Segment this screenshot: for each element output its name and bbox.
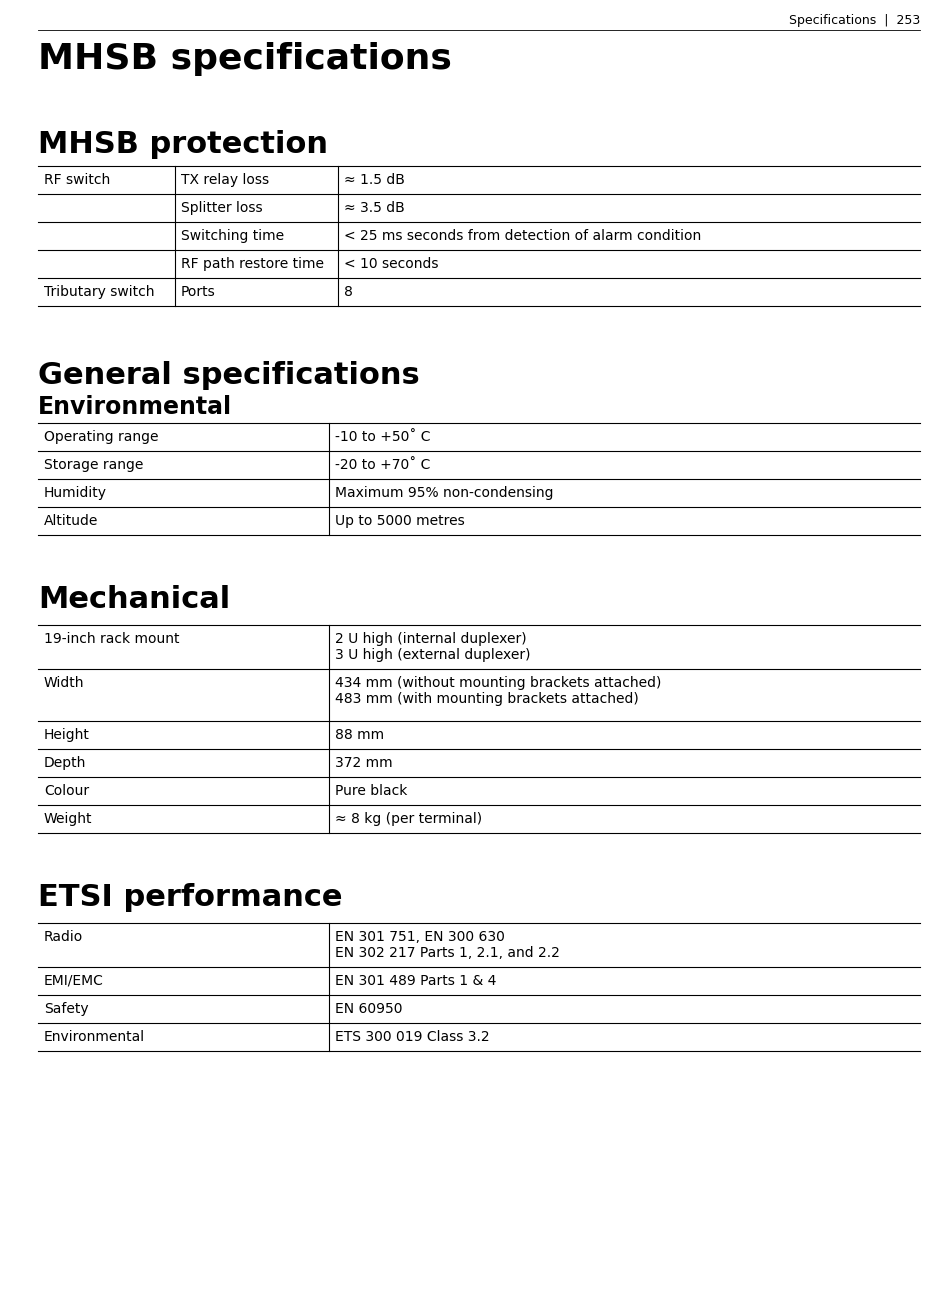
Text: 8: 8 [344,285,353,300]
Text: 19-inch rack mount: 19-inch rack mount [44,632,180,646]
Text: < 25 ms seconds from detection of alarm condition: < 25 ms seconds from detection of alarm … [344,229,701,243]
Text: ≈ 3.5 dB: ≈ 3.5 dB [344,201,405,215]
Text: Colour: Colour [44,783,89,798]
Text: 88 mm: 88 mm [335,729,384,742]
Text: Switching time: Switching time [181,229,284,243]
Text: TX relay loss: TX relay loss [181,173,269,187]
Text: Up to 5000 metres: Up to 5000 metres [335,514,464,528]
Text: -20 to +70˚ C: -20 to +70˚ C [335,458,430,472]
Text: EN 301 489 Parts 1 & 4: EN 301 489 Parts 1 & 4 [335,974,497,988]
Text: ≈ 8 kg (per terminal): ≈ 8 kg (per terminal) [335,812,482,825]
Text: < 10 seconds: < 10 seconds [344,256,438,271]
Text: General specifications: General specifications [38,361,420,390]
Text: Weight: Weight [44,812,93,825]
Text: Pure black: Pure black [335,783,408,798]
Text: Depth: Depth [44,756,86,770]
Text: 434 mm (without mounting brackets attached)
483 mm (with mounting brackets attac: 434 mm (without mounting brackets attach… [335,676,661,706]
Text: EN 301 751, EN 300 630
EN 302 217 Parts 1, 2.1, and 2.2: EN 301 751, EN 300 630 EN 302 217 Parts … [335,930,560,960]
Text: Humidity: Humidity [44,487,107,500]
Text: -10 to +50˚ C: -10 to +50˚ C [335,430,430,443]
Text: 372 mm: 372 mm [335,756,393,770]
Text: MHSB protection: MHSB protection [38,129,328,160]
Text: Safety: Safety [44,1002,89,1016]
Text: Altitude: Altitude [44,514,98,528]
Text: RF path restore time: RF path restore time [181,256,324,271]
Text: Width: Width [44,676,84,691]
Text: Mechanical: Mechanical [38,585,230,613]
Text: Height: Height [44,729,90,742]
Text: Ports: Ports [181,285,216,300]
Text: ETS 300 019 Class 3.2: ETS 300 019 Class 3.2 [335,1029,490,1044]
Text: Environmental: Environmental [44,1029,145,1044]
Text: Storage range: Storage range [44,458,144,472]
Text: Maximum 95% non-condensing: Maximum 95% non-condensing [335,487,553,500]
Text: EMI/EMC: EMI/EMC [44,974,104,988]
Text: ≈ 1.5 dB: ≈ 1.5 dB [344,173,405,187]
Text: EN 60950: EN 60950 [335,1002,403,1016]
Text: Radio: Radio [44,930,83,944]
Text: Environmental: Environmental [38,395,232,419]
Text: ETSI performance: ETSI performance [38,883,342,912]
Text: Specifications  |  253: Specifications | 253 [789,14,920,27]
Text: Operating range: Operating range [44,430,159,443]
Text: MHSB specifications: MHSB specifications [38,42,452,76]
Text: Tributary switch: Tributary switch [44,285,154,300]
Text: 2 U high (internal duplexer)
3 U high (external duplexer): 2 U high (internal duplexer) 3 U high (e… [335,632,531,662]
Text: RF switch: RF switch [44,173,111,187]
Text: Splitter loss: Splitter loss [181,201,262,215]
